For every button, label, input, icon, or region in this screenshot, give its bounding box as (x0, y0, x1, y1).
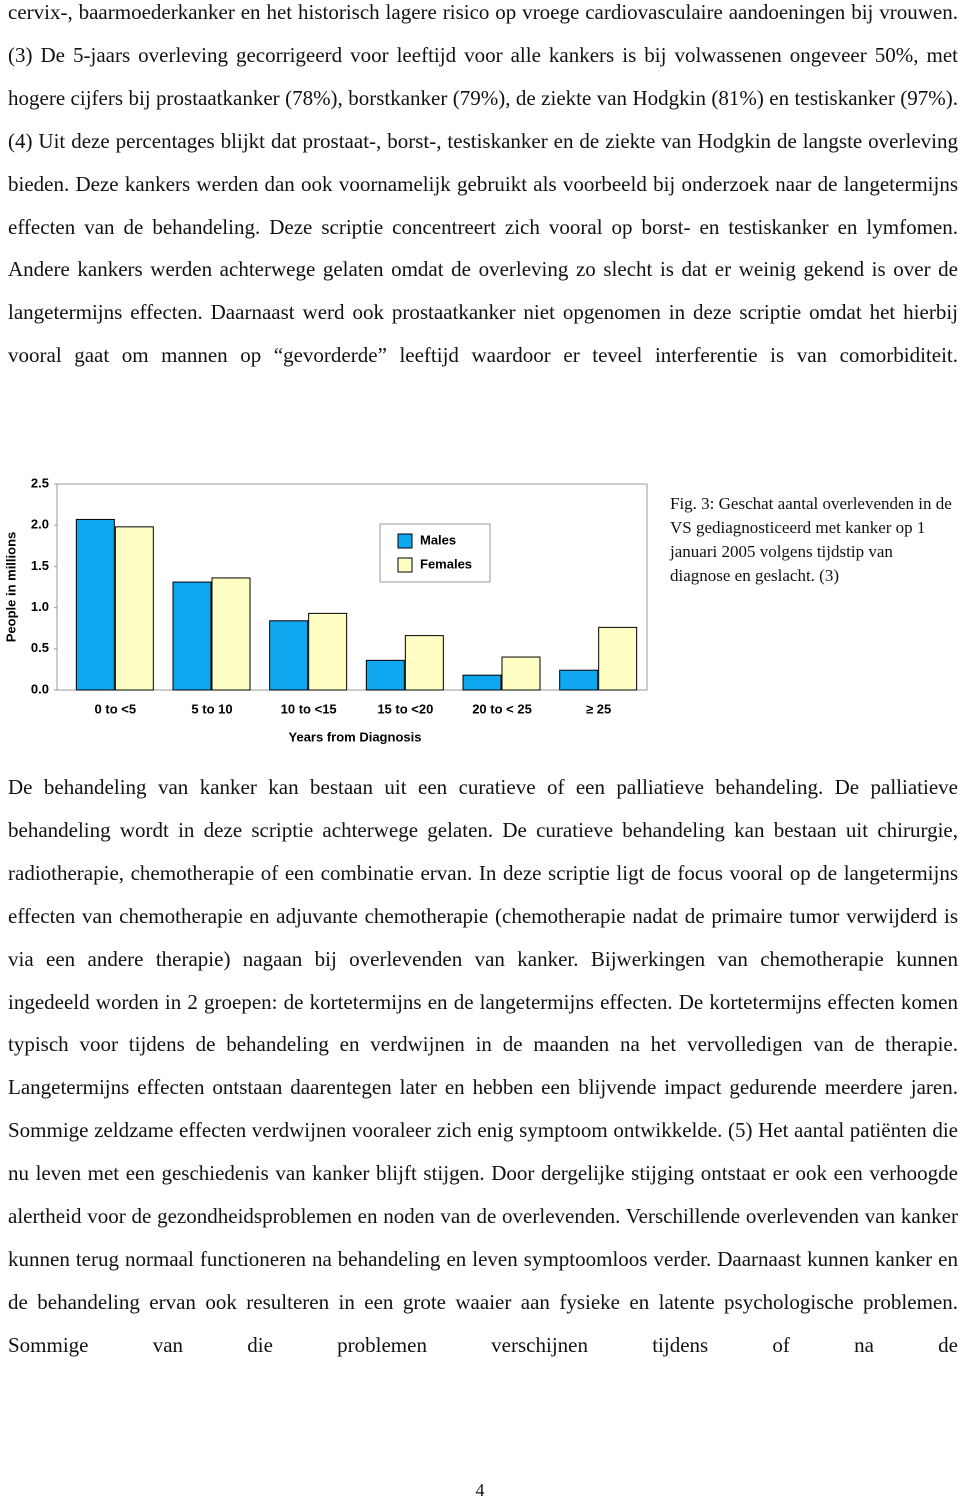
y-tick-label: 1.5 (31, 558, 49, 573)
x-tick-label: 0 to <5 (95, 701, 137, 716)
bar (172, 581, 212, 691)
y-tick-label: 2.5 (31, 475, 49, 490)
plot-frame (56, 483, 648, 691)
bar (365, 659, 405, 691)
figure-caption: Fig. 3: Geschat aantal overlevenden in d… (670, 494, 952, 585)
x-tick-label: 10 to <15 (281, 701, 337, 716)
bar (404, 635, 444, 691)
chart: Years from Diagnosis People in millions … (3, 475, 648, 744)
legend-label: Males (420, 532, 456, 547)
x-tick-label: ≥ 25 (586, 701, 611, 716)
legend-swatch (397, 557, 413, 573)
y-tick-label: 2.0 (31, 517, 49, 532)
bar (75, 518, 115, 691)
legend-label: Females (420, 556, 472, 571)
bar (559, 669, 599, 691)
y-tick-label: 0.0 (31, 681, 49, 696)
bar (114, 526, 154, 691)
x-tick-label: 20 to < 25 (472, 701, 532, 716)
bar (462, 674, 502, 691)
paragraph: De behandeling van kanker kan bestaan ui… (8, 775, 958, 1357)
y-axis-label: People in millions (3, 532, 18, 643)
page-number: 4 (475, 1480, 485, 1500)
bar (308, 612, 348, 691)
legend-swatch (397, 533, 413, 549)
x-tick-label: 5 to 10 (191, 701, 232, 716)
bar (598, 626, 638, 691)
bar (211, 577, 251, 691)
x-axis-label: Years from Diagnosis (289, 729, 422, 744)
y-tick-label: 1.0 (31, 599, 49, 614)
bar (501, 656, 541, 691)
paragraph: cervix-, baarmoederkanker en het histori… (8, 0, 958, 368)
y-tick-label: 0.5 (31, 640, 49, 655)
bar (269, 620, 309, 691)
x-tick-label: 15 to <20 (377, 701, 433, 716)
